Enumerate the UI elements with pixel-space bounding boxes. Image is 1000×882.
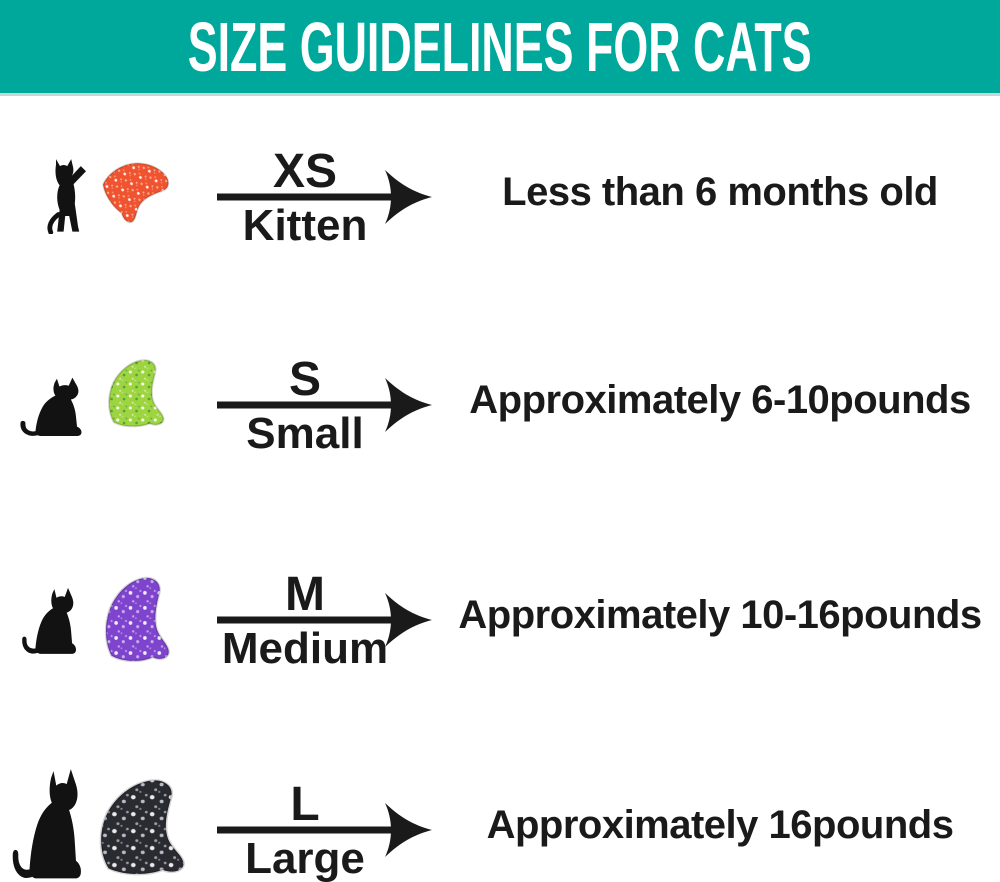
nail-cap-s-icon — [103, 357, 181, 432]
weight-description: Less than 6 months old — [502, 170, 938, 214]
arrow-right-icon — [217, 378, 432, 432]
nail-cap-l-icon — [92, 776, 210, 882]
size-code-label: L — [290, 778, 320, 831]
size-arrow-xs: XS Kitten — [217, 112, 433, 282]
size-name-label: Small — [246, 409, 364, 458]
size-name-label: Medium — [221, 624, 389, 673]
page-title: SIZE GUIDELINES FOR CATS — [188, 7, 812, 86]
arrow-right-icon — [217, 803, 432, 857]
cat-sitting-silhouette-icon — [18, 376, 86, 438]
size-name-label: Large — [245, 834, 365, 882]
weight-description: Approximately 16pounds — [486, 803, 954, 847]
nail-cap-xs-icon — [90, 142, 188, 242]
arrow-right-icon — [217, 170, 432, 224]
size-code-label: S — [288, 353, 321, 406]
size-code-label: M — [285, 568, 325, 621]
cat-sitting-silhouette-icon — [20, 586, 80, 656]
size-arrow-s: S Small — [217, 320, 433, 490]
weight-description: Approximately 10-16pounds — [458, 593, 982, 637]
cat-sitting-silhouette-icon — [10, 766, 86, 882]
size-code-label: XS — [272, 145, 338, 198]
kitten-standing-silhouette-icon — [40, 156, 96, 234]
weight-description: Approximately 6-10pounds — [469, 378, 971, 422]
size-arrow-m: M Medium — [217, 535, 433, 705]
size-arrow-l: L Large — [217, 745, 433, 882]
nail-cap-m-icon — [99, 574, 189, 668]
header-banner: SIZE GUIDELINES FOR CATS — [0, 0, 1000, 96]
arrow-right-icon — [217, 593, 432, 647]
size-name-label: Kitten — [242, 201, 368, 250]
